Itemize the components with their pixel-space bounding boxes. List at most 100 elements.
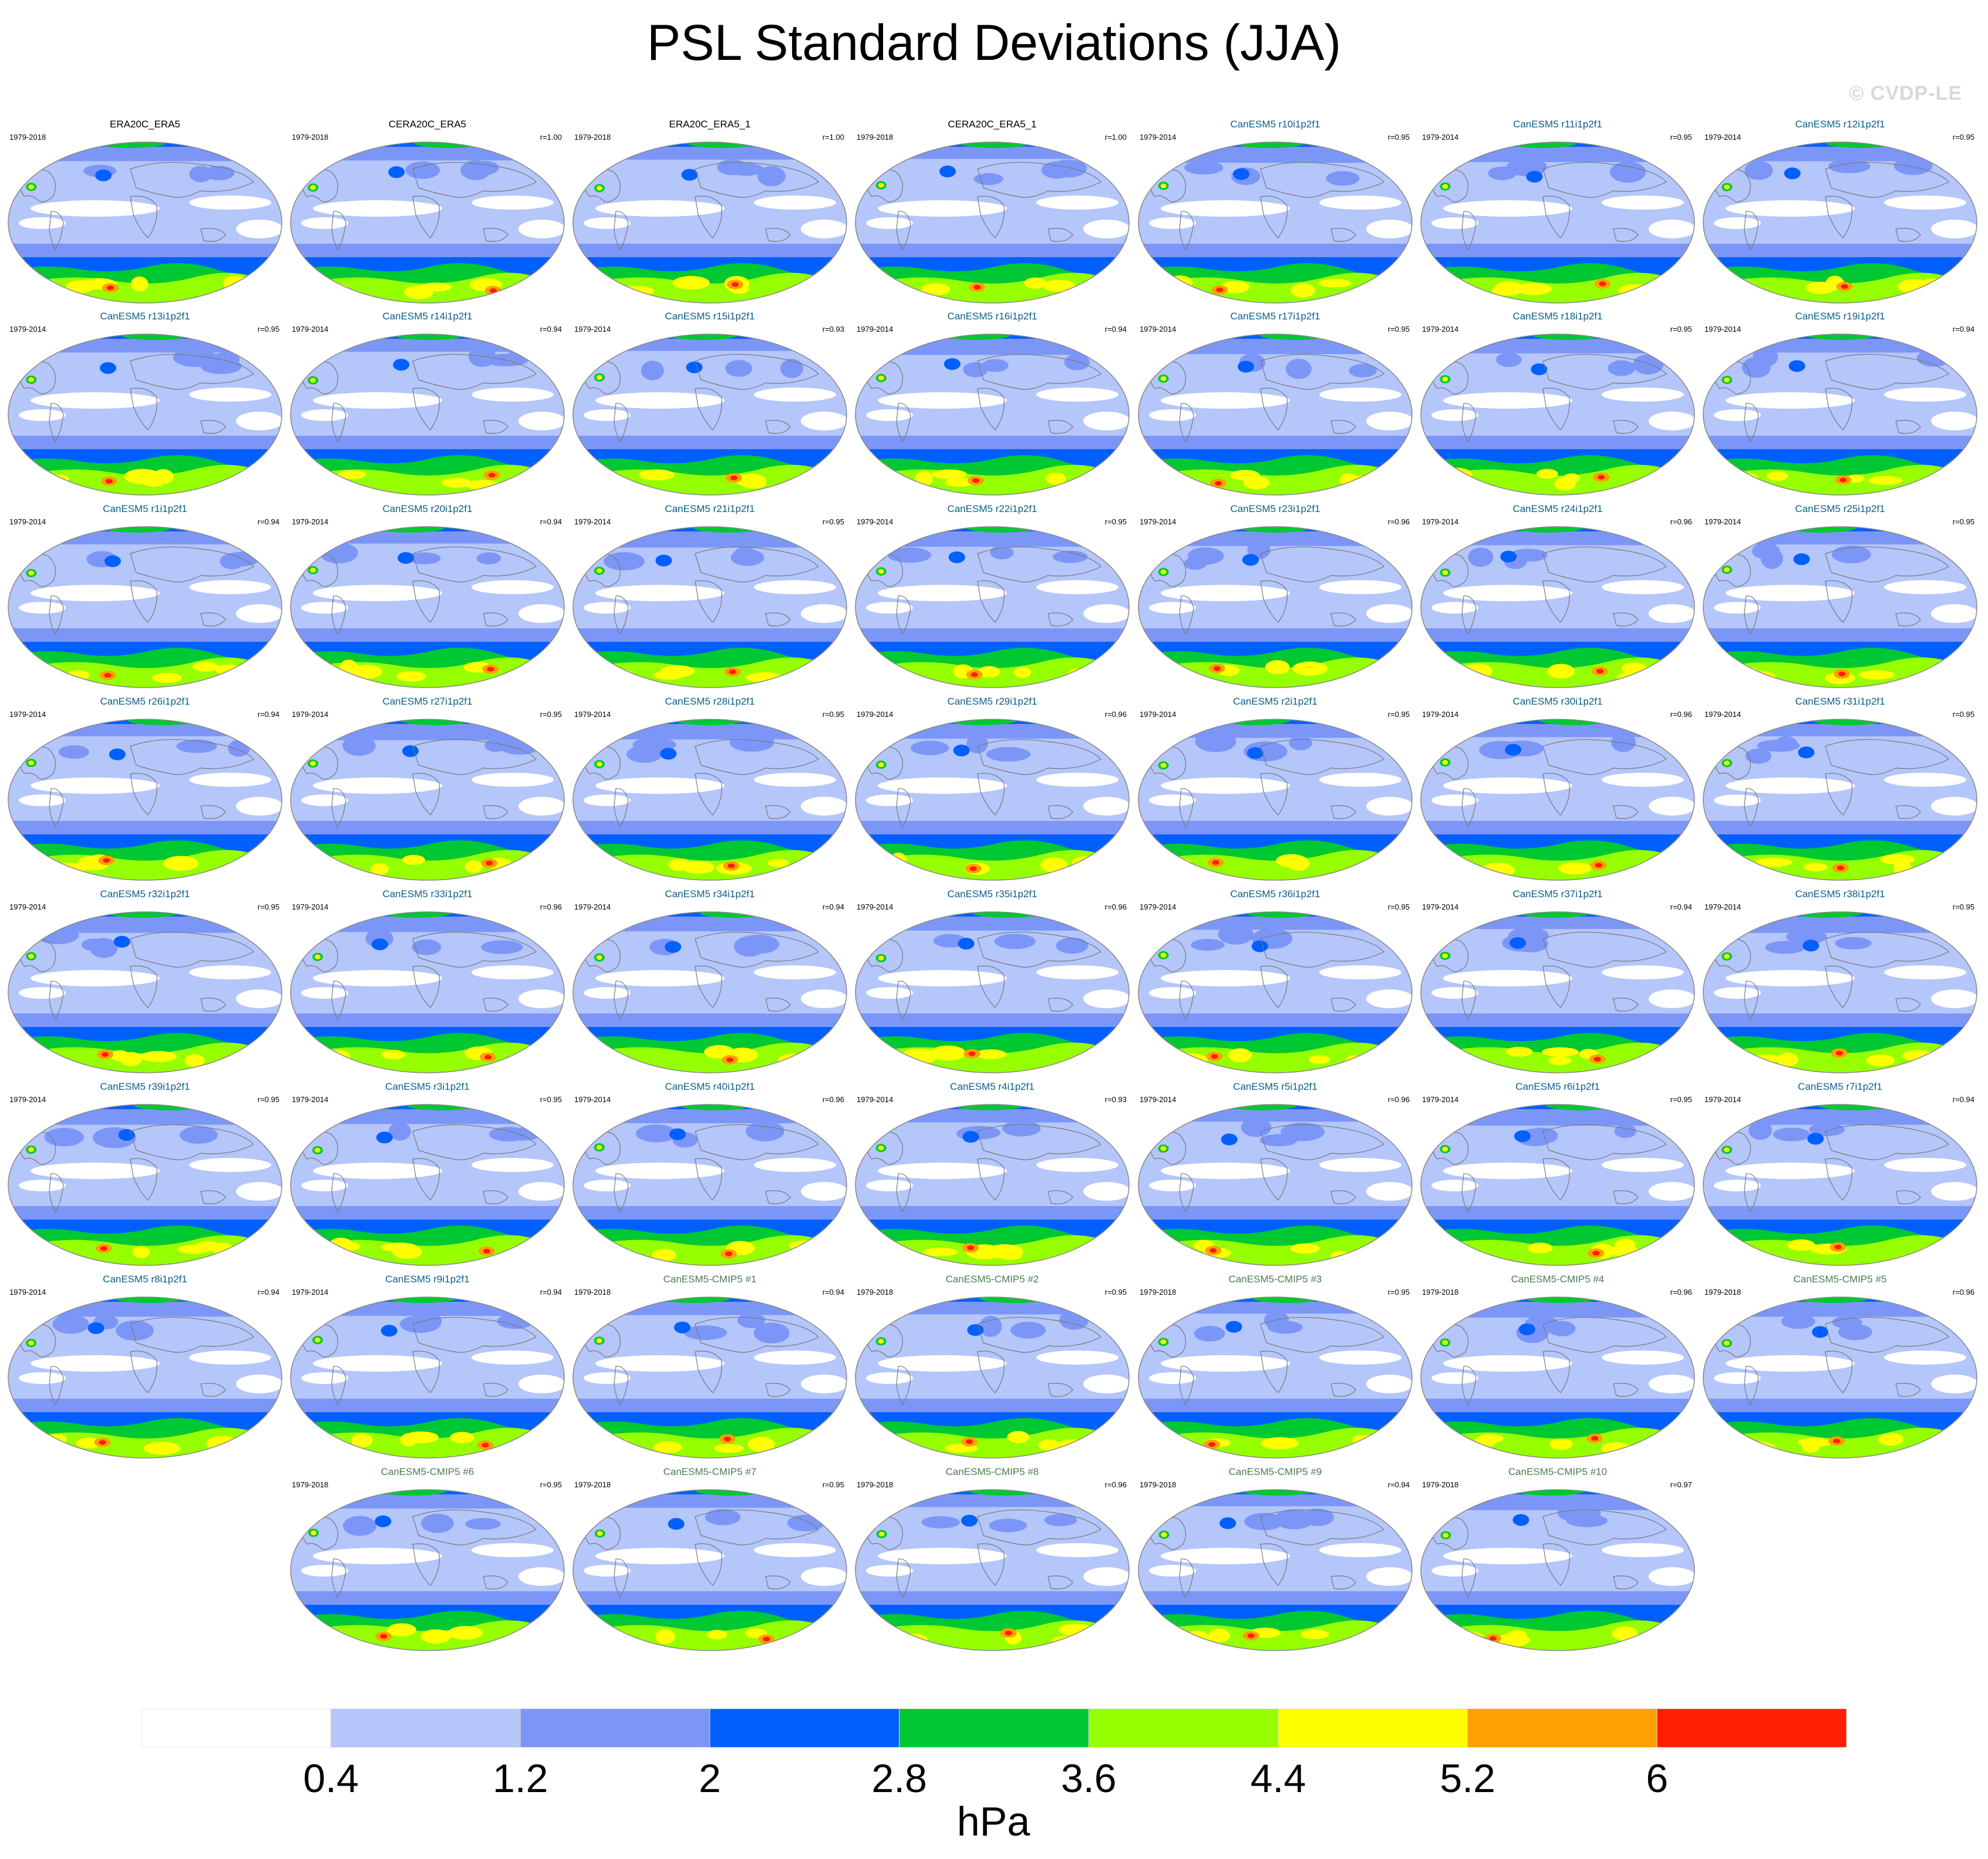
psl-stddev-map [572, 334, 847, 496]
panel-years: 1979-2014 [574, 517, 611, 526]
panel-years: 1979-2014 [292, 325, 329, 334]
panel-title: CanESM5-CMIP5 #7 [663, 1466, 757, 1477]
map-panel: CanESM5 r29i1p2f1 1979-2014 r=0.96 [854, 695, 1130, 881]
psl-stddev-map [8, 1296, 282, 1459]
psl-stddev-map [1420, 526, 1695, 688]
panel-pattern-correlation: r=0.94 [540, 1288, 562, 1296]
panel-title: CanESM5-CMIP5 #1 [663, 1274, 757, 1285]
panel-pattern-correlation: r=0.94 [257, 517, 279, 526]
psl-stddev-map [8, 719, 282, 881]
panel-title: CanESM5 r35i1p2f1 [947, 888, 1037, 900]
psl-stddev-map [1703, 719, 1977, 881]
panel-pattern-correlation: r=0.94 [1104, 325, 1127, 334]
panel-pattern-correlation: r=0.96 [1104, 710, 1127, 719]
psl-stddev-map [8, 911, 282, 1073]
map-panel: CanESM5 r15i1p2f1 1979-2014 r=0.93 [572, 309, 848, 496]
map-panel: ERA20C_ERA5_1 1979-2018 r=1.00 [572, 117, 848, 304]
panel-years: 1979-2014 [292, 1288, 329, 1296]
panel-years: 1979-2014 [1422, 133, 1459, 142]
panel-pattern-correlation: r=0.95 [1104, 517, 1127, 526]
map-panel: CanESM5-CMIP5 #5 1979-2018 r=0.96 [1702, 1272, 1978, 1459]
psl-stddev-map [855, 334, 1130, 496]
map-panel: CanESM5 r9i1p2f1 1979-2014 r=0.94 [289, 1272, 565, 1459]
map-panel: CanESM5 r24i1p2f1 1979-2014 r=0.96 [1420, 502, 1696, 689]
psl-stddev-map [855, 1489, 1130, 1651]
map-panel: CanESM5 r2i1p2f1 1979-2014 r=0.95 [1137, 695, 1413, 881]
map-panel: CanESM5 r11i1p2f1 1979-2014 r=0.95 [1420, 117, 1696, 304]
psl-stddev-map [1703, 334, 1977, 496]
panel-title: CanESM5 r38i1p2f1 [1795, 888, 1885, 900]
panel-years: 1979-2018 [857, 1480, 894, 1489]
colorbar [141, 1709, 1847, 1747]
psl-stddev-map [855, 1296, 1130, 1459]
panel-years: 1979-2014 [292, 517, 329, 526]
panel-title: CanESM5-CMIP5 #9 [1228, 1466, 1322, 1477]
psl-stddev-map [1138, 142, 1413, 304]
map-panel: CanESM5 r26i1p2f1 1979-2014 r=0.94 [7, 695, 283, 881]
panel-title: CanESM5-CMIP5 #3 [1228, 1274, 1322, 1285]
panel-pattern-correlation: r=0.96 [1387, 1095, 1410, 1104]
panel-title: CanESM5 r5i1p2f1 [1233, 1081, 1318, 1092]
psl-stddev-map [1420, 911, 1695, 1073]
map-panel: CanESM5-CMIP5 #3 1979-2018 r=0.95 [1137, 1272, 1413, 1459]
panel-years: 1979-2014 [857, 517, 894, 526]
psl-stddev-map [1420, 142, 1695, 304]
psl-stddev-map [1420, 334, 1695, 496]
colorbar-swatch [141, 1709, 332, 1747]
panel-pattern-correlation: r=0.95 [1952, 517, 1974, 526]
map-panel: CanESM5 r12i1p2f1 1979-2014 r=0.95 [1702, 117, 1978, 304]
psl-stddev-map [8, 526, 282, 688]
panel-title: CanESM5 r9i1p2f1 [385, 1274, 470, 1285]
panel-title: CanESM5 r32i1p2f1 [100, 888, 190, 900]
panel-title: CanESM5 r2i1p2f1 [1233, 696, 1318, 707]
panel-years: 1979-2014 [1704, 325, 1741, 334]
panel-years: 1979-2014 [1704, 517, 1741, 526]
psl-stddev-map [572, 719, 847, 881]
panel-pattern-correlation: r=0.95 [1387, 133, 1410, 142]
psl-stddev-map [1138, 719, 1413, 881]
psl-stddev-map [290, 1489, 565, 1651]
panel-pattern-correlation: r=0.94 [1670, 902, 1692, 911]
panel-title: CanESM5 r13i1p2f1 [100, 311, 190, 322]
panel-title: CanESM5 r3i1p2f1 [385, 1081, 470, 1092]
panel-pattern-correlation: r=0.96 [1387, 517, 1410, 526]
panel-pattern-correlation: r=0.97 [1670, 1480, 1692, 1489]
psl-stddev-map [1138, 911, 1413, 1073]
panel-title: CanESM5-CMIP5 #10 [1508, 1466, 1608, 1477]
psl-stddev-map [1420, 1296, 1695, 1459]
panel-pattern-correlation: r=0.96 [1670, 517, 1692, 526]
panel-years: 1979-2014 [9, 517, 46, 526]
panel-pattern-correlation: r=0.95 [1670, 1095, 1692, 1104]
panel-title: CanESM5 r33i1p2f1 [382, 888, 473, 900]
panel-years: 1979-2018 [574, 1480, 611, 1489]
panel-title: CERA20C_ERA5_1 [948, 119, 1037, 130]
panel-title: CanESM5 r22i1p2f1 [947, 503, 1037, 514]
map-panel: CanESM5 r10i1p2f1 1979-2014 r=0.95 [1137, 117, 1413, 304]
map-panel: CanESM5-CMIP5 #1 1979-2018 r=0.94 [572, 1272, 848, 1459]
panel-pattern-correlation: r=0.96 [1104, 1480, 1127, 1489]
map-panel: CanESM5 r7i1p2f1 1979-2014 r=0.94 [1702, 1080, 1978, 1267]
psl-stddev-map [855, 719, 1130, 881]
panel-pattern-correlation: r=0.95 [257, 902, 279, 911]
psl-stddev-map [1420, 1104, 1695, 1266]
colorbar-swatch [520, 1709, 710, 1747]
panel-title: CanESM5 r23i1p2f1 [1230, 503, 1320, 514]
map-panel: CanESM5-CMIP5 #4 1979-2018 r=0.96 [1420, 1272, 1696, 1459]
psl-stddev-map [8, 142, 282, 304]
panel-pattern-correlation: r=0.94 [822, 1288, 844, 1296]
panel-pattern-correlation: r=0.96 [822, 1095, 844, 1104]
psl-stddev-map [290, 719, 565, 881]
map-panel: CanESM5 r13i1p2f1 1979-2014 r=0.95 [7, 309, 283, 496]
map-panel: CanESM5 r1i1p2f1 1979-2014 r=0.94 [7, 502, 283, 689]
map-panel: CanESM5 r18i1p2f1 1979-2014 r=0.95 [1420, 309, 1696, 496]
map-panel: CanESM5 r31i1p2f1 1979-2014 r=0.95 [1702, 695, 1978, 881]
panel-title: CanESM5-CMIP5 #2 [945, 1274, 1039, 1285]
panel-years: 1979-2014 [1140, 1095, 1177, 1104]
panel-pattern-correlation: r=0.94 [540, 325, 562, 334]
map-panel: CanESM5 r27i1p2f1 1979-2014 r=0.95 [289, 695, 565, 881]
map-panel: CanESM5-CMIP5 #6 1979-2018 r=0.95 [289, 1465, 565, 1652]
panel-title: CanESM5 r30i1p2f1 [1512, 696, 1603, 707]
panel-years: 1979-2014 [1140, 517, 1177, 526]
panel-title: CanESM5 r31i1p2f1 [1795, 696, 1885, 707]
panel-years: 1979-2014 [857, 1095, 894, 1104]
